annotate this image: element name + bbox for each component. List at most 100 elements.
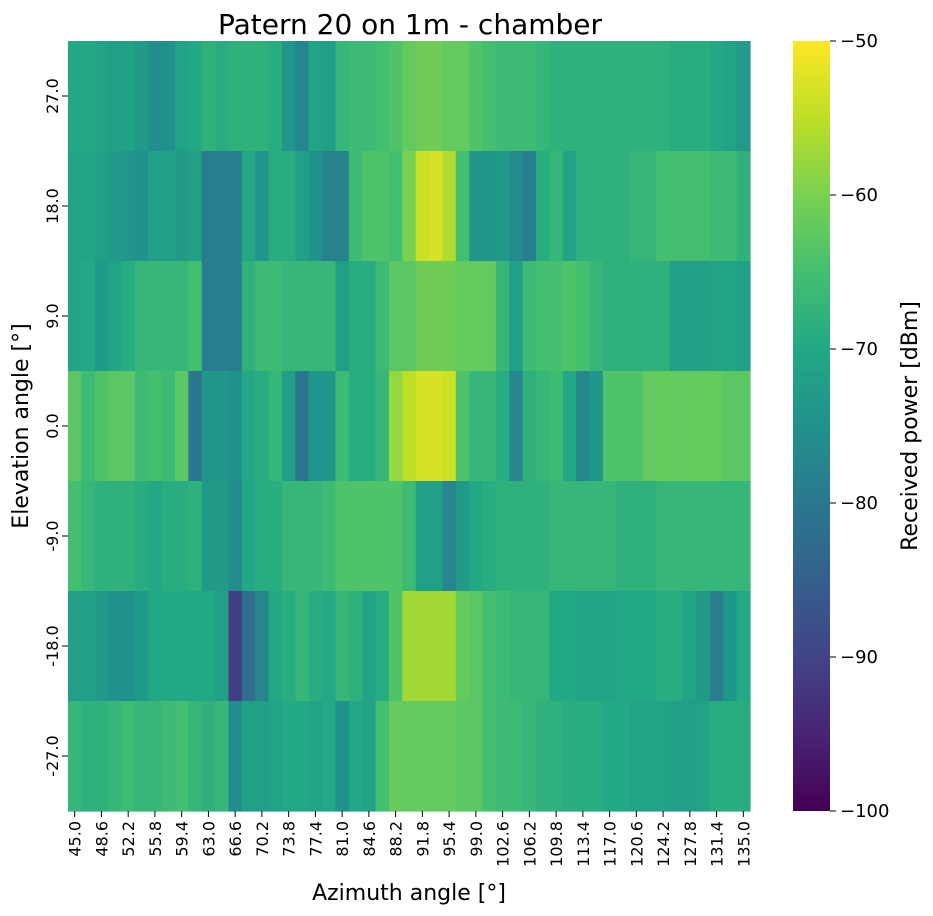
- x-tick-label: 73.8: [280, 821, 299, 857]
- heatmap-cell: [188, 41, 203, 152]
- heatmap-cell: [576, 261, 591, 372]
- heatmap-cell: [108, 591, 123, 702]
- heatmap-cell: [94, 701, 109, 812]
- heatmap-cell: [81, 371, 96, 482]
- heatmap-cell: [348, 151, 363, 262]
- heatmap-cell: [442, 151, 457, 262]
- heatmap-cell: [696, 481, 711, 592]
- heatmap-cell: [322, 591, 337, 702]
- heatmap-cell: [94, 481, 109, 592]
- heatmap-cell: [589, 261, 604, 372]
- heatmap-cell: [308, 371, 323, 482]
- heatmap-cell: [94, 591, 109, 702]
- heatmap-cell: [161, 481, 176, 592]
- heatmap-cell: [696, 591, 711, 702]
- heatmap-cell: [455, 151, 470, 262]
- heatmap-cell: [108, 701, 123, 812]
- heatmap-cell: [241, 41, 256, 152]
- heatmap-cell: [134, 41, 149, 152]
- heatmap-cell: [255, 481, 270, 592]
- heatmap-cell: [375, 591, 390, 702]
- heatmap-cell: [495, 701, 510, 812]
- x-tick-label: 127.8: [681, 821, 700, 867]
- heatmap-cell: [121, 701, 136, 812]
- heatmap-cell: [683, 701, 698, 812]
- heatmap-cell: [643, 371, 657, 482]
- heatmap-cell: [228, 701, 243, 812]
- heatmap-cell: [429, 591, 444, 702]
- heatmap-cell: [589, 41, 604, 152]
- heatmap-cell: [215, 481, 230, 592]
- colorbar-tick-label: −60: [840, 185, 878, 206]
- heatmap-cell: [295, 701, 310, 812]
- heatmap-cell: [709, 151, 724, 262]
- heatmap-cell: [442, 701, 457, 812]
- heatmap-cell: [81, 261, 96, 372]
- heatmap-cell: [482, 371, 497, 482]
- heatmap-cell: [108, 151, 123, 262]
- heatmap-cell: [281, 371, 296, 482]
- heatmap-cell: [188, 261, 203, 372]
- heatmap-cell: [736, 261, 751, 372]
- heatmap-cell: [215, 371, 230, 482]
- heatmap-cell: [134, 261, 149, 372]
- heatmap-cell: [429, 701, 444, 812]
- heatmap-cell: [81, 591, 96, 702]
- heatmap-cell: [255, 151, 270, 262]
- heatmap-cell: [576, 371, 591, 482]
- heatmap-cell: [121, 151, 136, 262]
- colorbar-tick-label: −100: [840, 801, 889, 822]
- heatmap-cell: [362, 261, 377, 372]
- x-tick-label: 63.0: [199, 821, 218, 857]
- heatmap-cell: [68, 151, 82, 262]
- heatmap-cell: [335, 151, 350, 262]
- heatmap-cell: [723, 41, 738, 152]
- x-tick-label: 52.2: [119, 821, 138, 857]
- heatmap-cell: [656, 261, 671, 372]
- heatmap-cell: [429, 261, 444, 372]
- heatmap-cell: [549, 701, 564, 812]
- heatmap-cell: [228, 151, 243, 262]
- heatmap-cell: [295, 591, 310, 702]
- x-tick-label: 99.0: [467, 821, 486, 857]
- colorbar-tick-label: −50: [840, 31, 878, 52]
- heatmap-cell: [174, 701, 189, 812]
- heatmap-cell: [215, 261, 230, 372]
- heatmap-cell: [348, 261, 363, 372]
- heatmap-cell: [669, 261, 684, 372]
- heatmap-cell: [522, 371, 537, 482]
- heatmap-cell: [522, 261, 537, 372]
- heatmap-cell: [388, 371, 403, 482]
- heatmap-cell: [281, 701, 296, 812]
- heatmap-cell: [348, 371, 363, 482]
- heatmap-cell: [549, 41, 564, 152]
- heatmap-cell: [616, 261, 631, 372]
- heatmap-cell: [362, 41, 377, 152]
- heatmap-cell: [388, 261, 403, 372]
- heatmap-cell: [509, 481, 524, 592]
- heatmap-cell: [402, 591, 417, 702]
- colorbar-tick-label: −70: [840, 339, 878, 360]
- colorbar-ticks: −50 −60 −70 −80 −90 −100: [830, 31, 889, 822]
- heatmap-cell: [241, 591, 256, 702]
- x-tick-label: 77.4: [306, 821, 325, 857]
- heatmap-cell: [255, 591, 270, 702]
- heatmap-cell: [322, 261, 337, 372]
- heatmap-cell: [322, 371, 337, 482]
- colorbar-gradient: [793, 41, 830, 811]
- heatmap-cell: [388, 41, 403, 152]
- y-tick-label: -27.0: [43, 735, 62, 776]
- heatmap-cell: [455, 591, 470, 702]
- heatmap-cell: [402, 261, 417, 372]
- heatmap-cell: [375, 371, 390, 482]
- heatmap-cell: [335, 701, 350, 812]
- heatmap-cell: [308, 481, 323, 592]
- heatmap-cell: [495, 481, 510, 592]
- heatmap-cell: [469, 261, 484, 372]
- x-tick-label: 95.4: [440, 821, 459, 857]
- heatmap-cell: [81, 701, 96, 812]
- x-tick-label: 102.6: [494, 821, 513, 867]
- heatmap-cell: [536, 371, 551, 482]
- heatmap-cell: [723, 701, 738, 812]
- heatmap-cell: [589, 701, 604, 812]
